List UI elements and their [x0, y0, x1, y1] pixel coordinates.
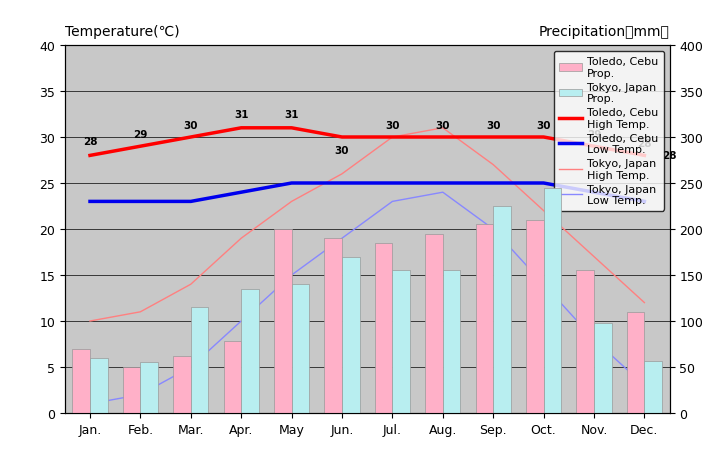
Text: Temperature(℃): Temperature(℃) [65, 25, 179, 39]
Bar [274, 230, 292, 413]
Bar [493, 207, 511, 413]
Text: 30: 30 [184, 120, 198, 130]
Bar [174, 356, 191, 413]
Text: 28: 28 [637, 139, 652, 149]
Text: 30: 30 [536, 120, 551, 130]
Bar [324, 239, 342, 413]
Text: 29: 29 [587, 129, 601, 140]
Bar [342, 257, 360, 413]
Bar [594, 323, 612, 413]
Bar [224, 341, 241, 413]
Bar [476, 225, 493, 413]
Bar [241, 289, 259, 413]
Bar [544, 188, 562, 413]
Bar [644, 361, 662, 413]
Bar [122, 367, 140, 413]
Bar [292, 285, 310, 413]
Bar [72, 349, 90, 413]
Legend: Toledo, Cebu
Prop., Tokyo, Japan
Prop., Toledo, Cebu
High Temp., Toledo, Cebu
Lo: Toledo, Cebu Prop., Tokyo, Japan Prop., … [554, 51, 664, 211]
Text: 28: 28 [662, 151, 677, 161]
Text: 30: 30 [385, 120, 400, 130]
Text: 30: 30 [436, 120, 450, 130]
Text: 28: 28 [83, 137, 97, 147]
Bar [375, 243, 392, 413]
Text: 29: 29 [133, 129, 148, 140]
Bar [140, 363, 158, 413]
Text: 31: 31 [284, 109, 299, 119]
Bar [526, 220, 544, 413]
Bar [626, 312, 644, 413]
Bar [426, 234, 443, 413]
Text: 30: 30 [335, 146, 349, 156]
Text: 31: 31 [234, 109, 248, 119]
Bar [443, 271, 461, 413]
Bar [392, 271, 410, 413]
Bar [90, 358, 108, 413]
Text: 30: 30 [486, 120, 500, 130]
Bar [576, 271, 594, 413]
Text: Precipitation（mm）: Precipitation（mm） [539, 25, 670, 39]
Bar [191, 308, 209, 413]
